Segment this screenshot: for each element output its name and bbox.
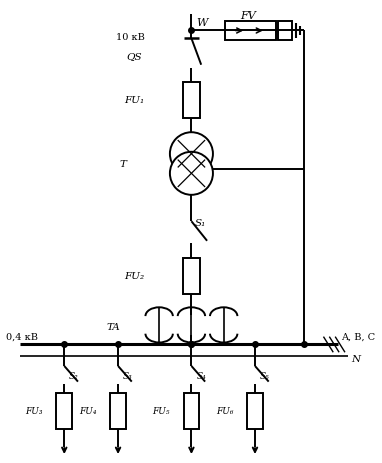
Text: S₁: S₁ xyxy=(194,218,206,227)
Text: N: N xyxy=(351,354,360,363)
Circle shape xyxy=(170,133,213,176)
Text: FU₄: FU₄ xyxy=(79,407,97,416)
Text: S₂: S₂ xyxy=(69,371,79,381)
Circle shape xyxy=(170,152,213,195)
Text: FU₆: FU₆ xyxy=(216,407,233,416)
Bar xyxy=(184,394,199,429)
Bar xyxy=(183,83,200,118)
Bar xyxy=(247,394,263,429)
Bar xyxy=(278,22,292,41)
Bar xyxy=(183,259,200,294)
Text: FU₂: FU₂ xyxy=(125,272,144,281)
Text: TA: TA xyxy=(106,323,120,332)
Text: S₃: S₃ xyxy=(123,371,133,381)
Text: FU₅: FU₅ xyxy=(152,407,170,416)
Text: T: T xyxy=(119,160,126,169)
Text: QS: QS xyxy=(126,52,141,61)
Bar xyxy=(110,394,126,429)
Text: S₄: S₄ xyxy=(196,371,206,381)
Text: FV: FV xyxy=(240,11,256,21)
Text: W: W xyxy=(196,18,208,28)
Text: FU₃: FU₃ xyxy=(25,407,43,416)
Text: A, B, C: A, B, C xyxy=(341,332,375,341)
Bar xyxy=(225,22,275,41)
Text: 10 кB: 10 кB xyxy=(116,33,145,42)
Text: FU₁: FU₁ xyxy=(125,96,144,105)
Bar xyxy=(57,394,72,429)
Text: 0,4 кB: 0,4 кB xyxy=(6,332,37,341)
Text: S₅: S₅ xyxy=(260,371,270,381)
